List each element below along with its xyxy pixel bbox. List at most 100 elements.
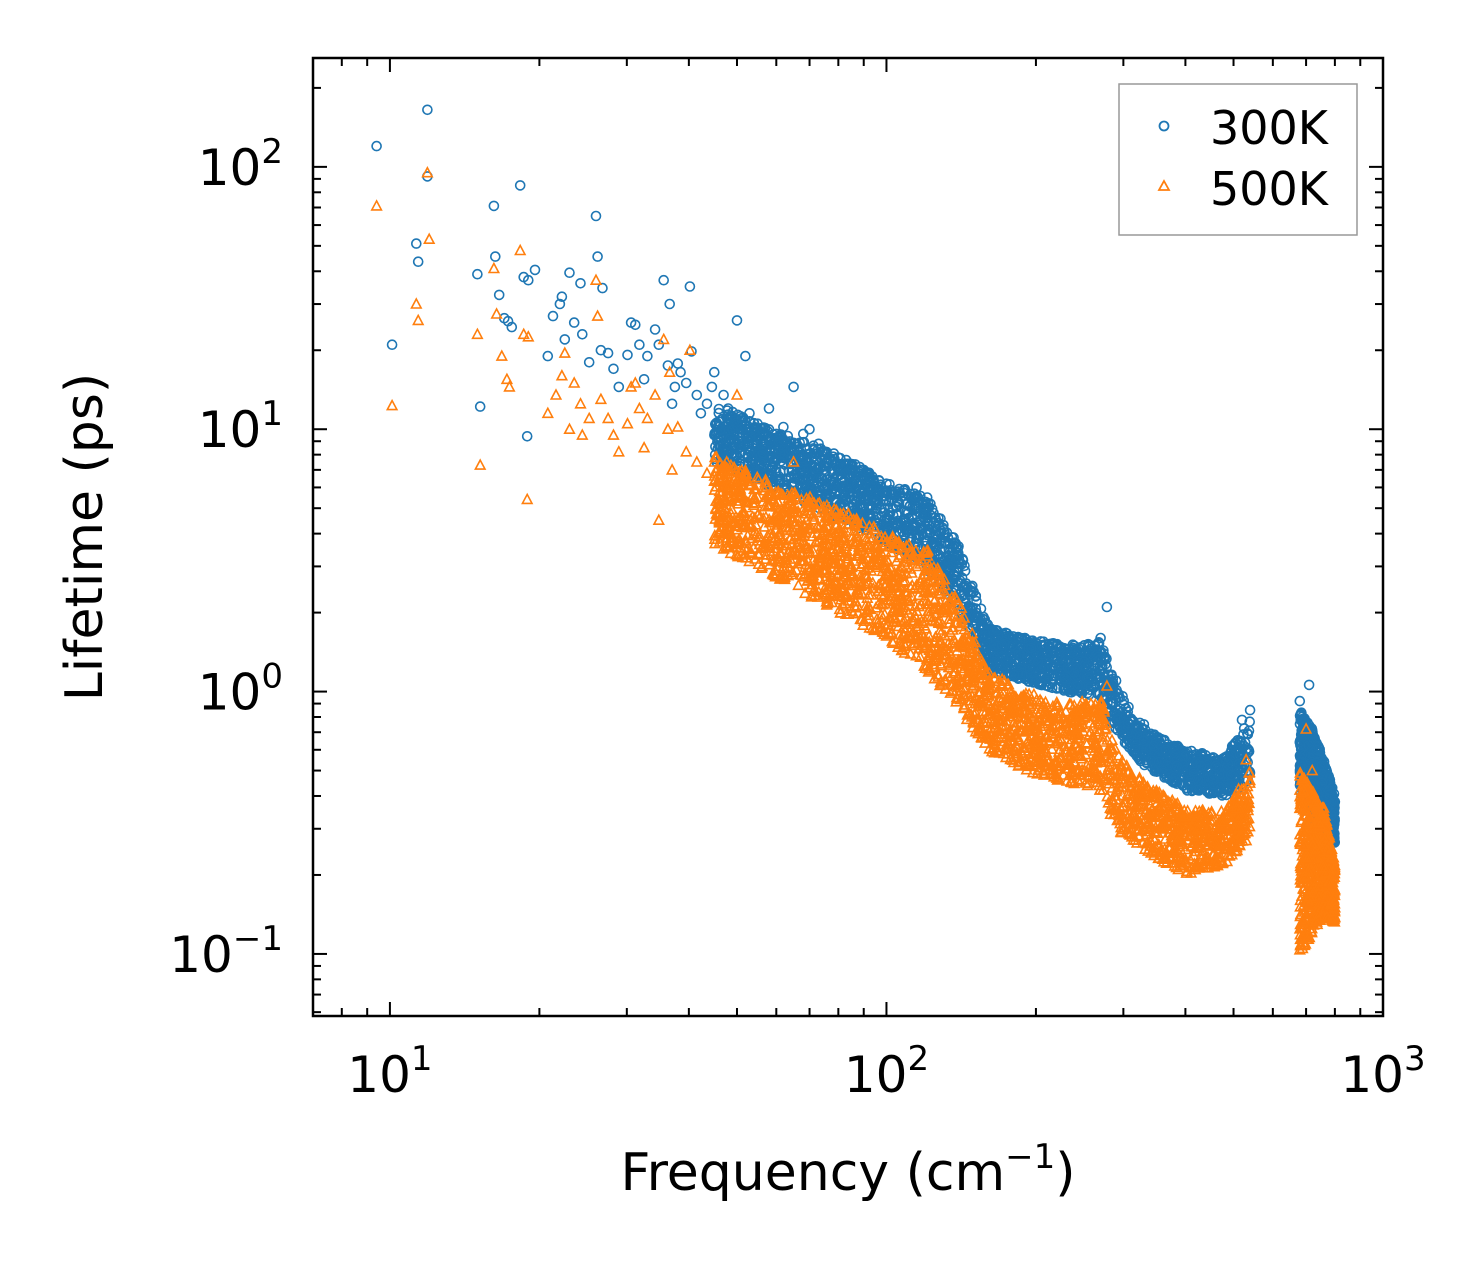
point-300k [1015,649,1026,661]
point-300k [943,550,954,561]
point-300k [820,490,831,502]
point-300k [1155,733,1167,745]
point-300k [752,418,763,430]
point-300k [1025,635,1037,647]
point-500k [992,731,1006,744]
point-300k [846,477,857,488]
point-300k [760,457,772,468]
point-300k [1192,774,1204,786]
point-300k [842,488,854,499]
point-500k [820,498,834,511]
point-300k [1316,777,1328,789]
point-300k [493,289,505,301]
point-300k [695,407,707,419]
point-300k [1177,759,1189,770]
point-300k [1112,714,1124,726]
point-300k [1196,783,1207,795]
point-500k [1237,782,1250,795]
point-300k [819,446,830,458]
point-300k [1317,773,1328,784]
point-300k [722,403,734,414]
point-300k [1110,693,1122,705]
point-300k [891,496,903,508]
point-300k [1071,670,1082,681]
point-300k [1138,719,1150,730]
point-300k [911,482,922,493]
point-300k [583,356,595,368]
point-300k [898,485,910,497]
point-300k [1188,766,1199,778]
point-300k [971,595,982,607]
point-300k [1294,695,1306,707]
point-300k [506,321,518,333]
point-300k [1012,631,1024,643]
point-300k [568,317,580,328]
point-300k [1210,760,1222,772]
point-300k [708,366,720,378]
point-300k [860,466,871,478]
point-300k [716,426,727,438]
point-300k [1219,752,1230,763]
point-300k [592,251,603,262]
point-300k [1171,760,1183,772]
point-300k [782,430,794,442]
point-300k [744,407,755,419]
point-300k [613,381,625,393]
point-300k [890,500,902,512]
point-300k [1153,756,1165,768]
point-300k [827,479,839,491]
point-300k [1099,668,1110,679]
point-300k [642,350,653,362]
point-300k [1329,807,1340,818]
point-300k [649,324,661,335]
point-300k [1214,781,1225,793]
point-300k [1120,702,1132,714]
point-300k [701,398,713,410]
point-500k [1107,773,1120,786]
point-300k [908,522,919,533]
point-500k [718,492,731,504]
point-500k [905,638,919,651]
point-300k [1294,736,1306,748]
point-300k [1299,749,1310,761]
point-300k [883,523,895,535]
point-500k [1130,836,1144,848]
point-500k [1206,834,1219,846]
point-300k [773,471,785,483]
point-500k [792,578,805,591]
point-300k [1007,640,1018,651]
point-300k [839,468,851,480]
point-300k [959,592,970,604]
point-300k [554,298,566,310]
point-300k [966,580,978,592]
point-500k [1057,768,1070,780]
point-300k [950,537,962,549]
point-300k [801,448,813,460]
point-300k [1030,675,1042,687]
point-300k [1138,735,1149,747]
point-300k [739,440,751,451]
point-300k [1236,714,1248,726]
point-300k [914,490,926,502]
point-500k [915,597,928,610]
point-300k [759,460,770,471]
point-300k [575,277,586,289]
point-300k [1083,662,1095,674]
point-300k [987,657,999,669]
point-300k [1244,704,1256,716]
point-300k [937,522,949,534]
point-500k [1065,742,1078,754]
point-500k [748,524,762,537]
point-300k [1051,652,1063,664]
point-500k [1132,797,1145,810]
point-500k [724,507,738,519]
point-300k [911,533,922,545]
point-500k [1087,731,1100,743]
point-300k [1169,740,1180,752]
point-300k [1219,770,1230,782]
point-300k [767,456,779,468]
point-300k [876,502,887,514]
point-500k [875,613,888,625]
point-300k [851,476,862,488]
point-300k [740,350,751,362]
